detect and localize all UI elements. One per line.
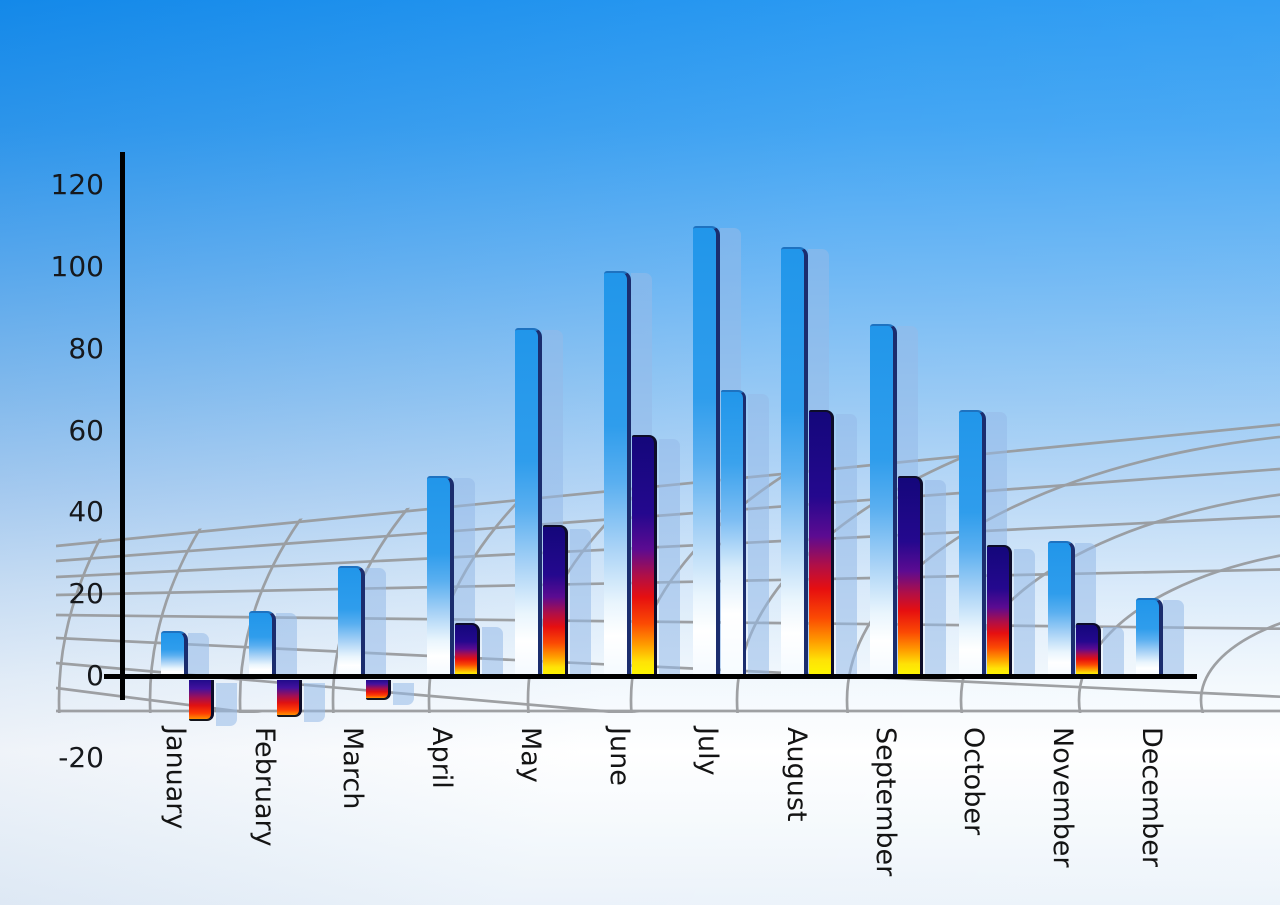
accent-bar-october: [986, 545, 1012, 676]
grid-circle-arc: [629, 421, 1280, 713]
month-label-october: October: [958, 727, 990, 836]
accent-shadow-april: [481, 626, 503, 675]
accent-shadow-february: [304, 683, 326, 722]
bar-september: [870, 324, 898, 676]
accent-bar-july: [720, 389, 746, 676]
accent-shadow-october: [1013, 549, 1035, 675]
bar-march: [337, 565, 365, 676]
month-label-september: September: [869, 727, 901, 877]
month-label-may: May: [514, 727, 546, 783]
bar-february: [249, 610, 277, 676]
y-tick-label-120: 120: [50, 168, 104, 202]
accent-bar-november: [1075, 622, 1101, 676]
month-label-february: February: [248, 727, 280, 847]
grid-circle-arc: [331, 421, 1280, 713]
y-tick-label-20: 20: [68, 577, 104, 611]
bar-august: [781, 246, 809, 676]
accent-bar-june: [632, 434, 657, 676]
grid-circle-arc: [427, 421, 1280, 713]
grid-circle-arc: [1199, 603, 1280, 713]
grid-circle-arc: [148, 421, 1280, 713]
bar-december: [1136, 598, 1164, 676]
month-label-march: March: [337, 727, 369, 810]
y-axis-line: [120, 152, 125, 700]
bar-october: [958, 410, 986, 676]
bar-may: [515, 328, 543, 676]
y-tick-label-0: 0: [86, 659, 104, 692]
grid-radial-line: [56, 661, 1280, 713]
bar-january: [160, 631, 188, 676]
y-tick-label-100: 100: [50, 250, 104, 283]
accent-shadow-june: [659, 438, 680, 675]
accent-shadow-january: [215, 683, 237, 726]
month-label-july: July: [692, 727, 724, 776]
accent-shadow-september: [925, 479, 947, 675]
bar-july: [692, 226, 720, 676]
accent-shadow-march: [392, 683, 414, 706]
x-axis-line: [104, 674, 1197, 679]
accent-shadow-july: [747, 393, 769, 675]
y-tick-label-60: 60: [68, 413, 104, 447]
month-label-january: January: [160, 727, 191, 830]
accent-bar-march: [365, 680, 391, 701]
accent-bar-september: [898, 475, 924, 676]
accent-bar-february: [277, 680, 303, 717]
grid-circle-arc: [57, 421, 1280, 713]
y-tick-label--20: -20: [58, 740, 104, 774]
accent-bar-april: [454, 622, 480, 676]
bar-april: [426, 475, 454, 676]
month-label-november: November: [1047, 727, 1078, 868]
bar-november: [1047, 541, 1075, 676]
bar-shadow-march: [364, 567, 386, 675]
accent-bar-august: [809, 410, 835, 676]
accent-shadow-august: [836, 414, 858, 675]
grid-circle-arc: [735, 421, 1280, 713]
bar-shadow-february: [276, 612, 298, 675]
month-label-december: December: [1135, 727, 1167, 868]
month-label-june: June: [603, 727, 635, 786]
month-label-april: April: [426, 727, 458, 789]
grid-circle-arc: [845, 429, 1280, 713]
grid-circle-arc: [238, 421, 1280, 713]
y-tick-label-80: 80: [68, 331, 104, 365]
accent-bar-may: [543, 524, 569, 676]
grid-circle-arc: [959, 485, 1280, 713]
accent-bar-january: [188, 680, 214, 721]
bar-shadow-january: [187, 633, 209, 675]
accent-shadow-november: [1102, 626, 1124, 675]
grid-circle-arc: [526, 421, 1280, 713]
month-label-august: August: [780, 727, 812, 822]
y-tick-label-40: 40: [68, 495, 104, 529]
bar-shadow-december: [1163, 600, 1185, 675]
bar-june: [604, 271, 631, 676]
grid-circle-arc: [1077, 543, 1280, 713]
accent-shadow-may: [570, 528, 592, 675]
